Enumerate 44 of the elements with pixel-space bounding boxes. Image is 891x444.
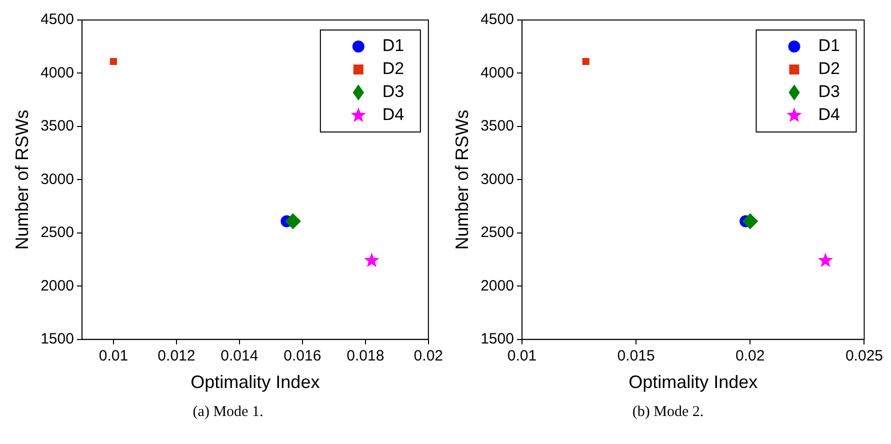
y-axis-title: Number of RSWs — [452, 110, 472, 250]
legend-label: D3 — [382, 82, 404, 102]
x-tick-label: 0.01 — [98, 348, 128, 365]
text: (b) Mode 2. — [631, 404, 705, 421]
x-tick-label: 0.025 — [845, 348, 884, 365]
point — [582, 58, 590, 66]
x-tick-label: 0.02 — [736, 348, 765, 365]
y-tick-label: 2500 — [480, 224, 514, 242]
x-tick-label: 0.014 — [220, 348, 258, 365]
y-tick-label: 3500 — [480, 118, 514, 135]
point — [110, 58, 117, 66]
y-tick-label: 1500 — [480, 330, 514, 348]
x-tick-label: 0.012 — [158, 348, 196, 365]
y-tick-label: 4500 — [480, 11, 514, 28]
x-tick-label: 0.01 — [507, 348, 537, 365]
y-tick-label: 2000 — [480, 277, 514, 294]
x-tick-label: 0.015 — [617, 348, 655, 365]
legend-label: D2 — [818, 59, 840, 78]
y-tick-label: 4000 — [40, 64, 74, 82]
y-tick-label: 3000 — [40, 170, 74, 188]
y-tick-label: 2500 — [40, 224, 74, 242]
legend-label: D3 — [818, 82, 840, 102]
y-tick-label: 3500 — [40, 118, 74, 135]
y-tick-label: 4500 — [40, 11, 74, 28]
y-axis-title: Number of RSWs — [12, 110, 32, 250]
text: (a) Mode 1. — [192, 404, 264, 421]
x-axis-title: Optimality Index — [190, 372, 320, 392]
y-tick-label: 1500 — [40, 330, 74, 348]
y-tick-label: 3000 — [480, 170, 514, 188]
point — [364, 252, 380, 268]
x-tick-label: 0.018 — [346, 348, 384, 365]
x-axis-title: Optimality Index — [628, 372, 758, 392]
legend-label: D1 — [818, 36, 840, 56]
legend-label: D1 — [382, 36, 404, 56]
point — [742, 213, 758, 230]
y-tick-label: 4000 — [480, 64, 514, 82]
x-tick-label: 0.016 — [284, 348, 322, 365]
legend-label: D2 — [382, 59, 404, 78]
x-tick-label: 0.02 — [414, 348, 444, 365]
legend-label: D4 — [382, 105, 404, 124]
legend-label: D4 — [818, 105, 840, 124]
point — [818, 252, 834, 268]
y-tick-label: 2000 — [40, 277, 74, 294]
point — [284, 213, 301, 230]
